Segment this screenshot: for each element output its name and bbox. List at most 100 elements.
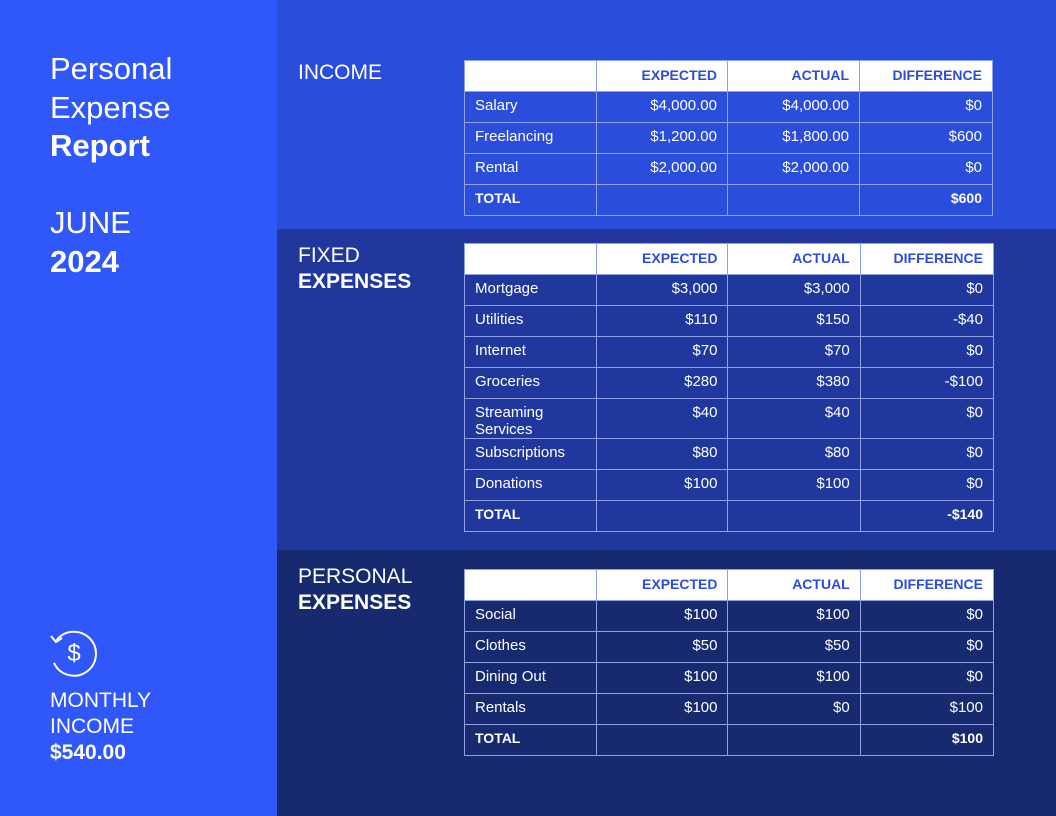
row: Social $100 $100 $0: [463, 600, 995, 632]
cell: $80: [596, 438, 729, 470]
row: Streaming Services $40 $40 $0: [463, 398, 995, 439]
cell: -$40: [859, 305, 995, 337]
cell: $40: [596, 398, 729, 439]
cell: Donations: [463, 469, 598, 501]
cell: $4,000.00: [596, 91, 728, 123]
cell: $3,000: [727, 274, 861, 306]
cell: [596, 500, 729, 532]
cell: $150: [727, 305, 861, 337]
cell: $4,000.00: [727, 91, 860, 123]
cell: $100: [727, 469, 861, 501]
cell: [727, 724, 861, 756]
title-line: Personal: [50, 51, 173, 86]
cell: $70: [596, 336, 729, 368]
cell: $0: [727, 693, 861, 725]
total-row: TOTAL -$140: [463, 500, 995, 532]
header-row: EXPECTED ACTUAL DIFFERENCE: [464, 60, 993, 92]
header-cell: ACTUAL: [727, 243, 861, 275]
summary-label: MONTHLY: [50, 689, 152, 712]
row: Rental $2,000.00 $2,000.00 $0: [464, 153, 993, 185]
sidebar: Personal Expense Report JUNE 2024 $ MONT…: [0, 0, 277, 816]
header-cell: EXPECTED: [596, 569, 729, 601]
header-cell: ACTUAL: [727, 569, 861, 601]
header-cell: [464, 60, 597, 92]
cell: $100: [596, 600, 729, 632]
cell: Rentals: [463, 693, 598, 725]
total-row: TOTAL $600: [464, 184, 993, 216]
cell: Groceries: [463, 367, 598, 399]
section-title-line: PERSONAL: [298, 565, 413, 588]
section-title-bold: EXPENSES: [298, 591, 412, 614]
cell: [596, 184, 728, 216]
cell: $0: [859, 662, 995, 694]
cell: Dining Out: [463, 662, 598, 694]
cell: [727, 184, 860, 216]
section: INCOME EXPECTED ACTUAL DIFFERENCE Salary $4,0…: [277, 0, 1056, 229]
row: Mortgage $3,000 $3,000 $0: [463, 274, 995, 306]
section-title-line: FIXED: [298, 244, 360, 267]
total-row: TOTAL $100: [463, 724, 995, 756]
section-title: INCOME: [298, 60, 382, 86]
cell: $280: [596, 367, 729, 399]
cell: [596, 724, 729, 756]
header-cell: EXPECTED: [596, 60, 728, 92]
section: FIXED EXPENSES EXPECTED ACTUAL DIFFERENCE Mor…: [277, 229, 1056, 550]
cell: $50: [727, 631, 861, 663]
header-cell: [463, 569, 598, 601]
total-label: TOTAL: [463, 500, 598, 532]
cell: [727, 500, 861, 532]
cell: $0: [859, 631, 995, 663]
cell: $110: [596, 305, 729, 337]
section-title-line: INCOME: [298, 61, 382, 84]
cell: $380: [727, 367, 861, 399]
row: Rentals $100 $0 $100: [463, 693, 995, 725]
cell: Salary: [464, 91, 597, 123]
cell: $0: [859, 153, 993, 185]
cell: $0: [859, 398, 995, 439]
header-cell: [463, 243, 598, 275]
total-value: $100: [859, 724, 995, 756]
cell: Social: [463, 600, 598, 632]
header-cell: ACTUAL: [727, 60, 860, 92]
header-cell: DIFFERENCE: [859, 569, 995, 601]
section-title: FIXED EXPENSES: [298, 243, 411, 295]
row: Internet $70 $70 $0: [463, 336, 995, 368]
cell: $100: [596, 662, 729, 694]
section: PERSONAL EXPENSES EXPECTED ACTUAL DIFFERENCE…: [277, 550, 1056, 816]
table: EXPECTED ACTUAL DIFFERENCE Social $100 $100 $0…: [463, 569, 995, 756]
table: EXPECTED ACTUAL DIFFERENCE Salary $4,000.00 $…: [464, 60, 993, 216]
cell: $1,800.00: [727, 122, 860, 154]
row: Subscriptions $80 $80 $0: [463, 438, 995, 470]
cell: Mortgage: [463, 274, 598, 306]
row: Donations $100 $100 $0: [463, 469, 995, 501]
cell: $0: [859, 469, 995, 501]
total-label: TOTAL: [463, 724, 598, 756]
cell: Subscriptions: [463, 438, 598, 470]
header-cell: DIFFERENCE: [859, 60, 993, 92]
header-row: EXPECTED ACTUAL DIFFERENCE: [463, 243, 995, 275]
money-icon: $: [50, 630, 97, 677]
cell: Streaming Services: [463, 398, 598, 439]
cell: $600: [859, 122, 993, 154]
cell: $100: [596, 469, 729, 501]
cell: Utilities: [463, 305, 598, 337]
cell: $100: [727, 662, 861, 694]
year: 2024: [50, 244, 119, 279]
section-title: PERSONAL EXPENSES: [298, 564, 412, 616]
cell: $100: [596, 693, 729, 725]
row: Dining Out $100 $100 $0: [463, 662, 995, 694]
cell: Internet: [463, 336, 598, 368]
cell: $2,000.00: [596, 153, 728, 185]
title-bold: Report: [50, 128, 150, 163]
cell: -$100: [859, 367, 995, 399]
total-label: TOTAL: [464, 184, 597, 216]
summary-label: INCOME: [50, 715, 134, 738]
row: Utilities $110 $150 -$40: [463, 305, 995, 337]
header-row: EXPECTED ACTUAL DIFFERENCE: [463, 569, 995, 601]
cell: $1,200.00: [596, 122, 728, 154]
cell: $50: [596, 631, 729, 663]
cell: $3,000: [596, 274, 729, 306]
cell: Freelancing: [464, 122, 597, 154]
cell: $0: [859, 336, 995, 368]
